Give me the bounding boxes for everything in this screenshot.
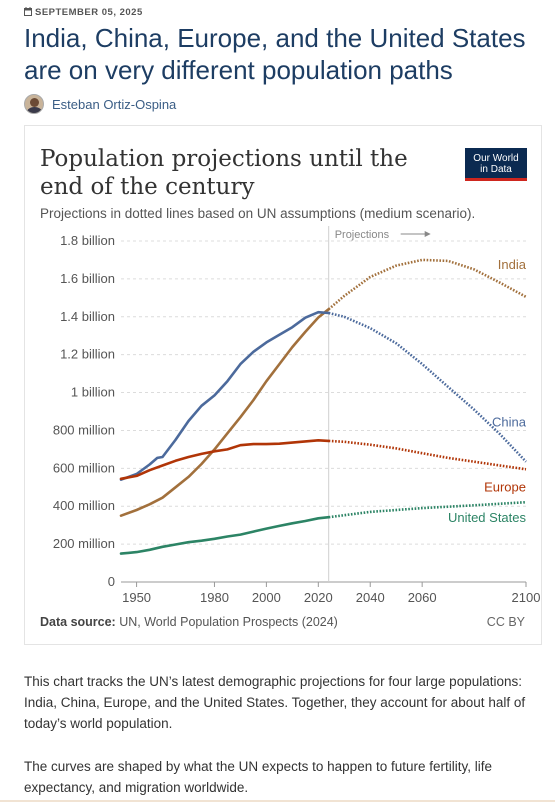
x-tick-label: 1950 — [122, 590, 151, 605]
x-tick-label: 2100 — [512, 590, 541, 605]
series-projection-india[interactable] — [327, 258, 527, 311]
series-label-china: China — [492, 415, 527, 430]
article-date: SEPTEMBER 05, 2025 — [24, 7, 143, 19]
x-tick-label: 2040 — [356, 590, 385, 605]
chart-source: Data source: UN, World Population Prospe… — [40, 615, 338, 629]
logo-line-2: in Data — [480, 164, 512, 175]
y-tick-label: 1.4 billion — [60, 309, 115, 324]
chart-subtitle: Projections in dotted lines based on UN … — [40, 206, 476, 221]
y-tick-label: 1.8 billion — [60, 233, 115, 248]
arrow-right-icon-head — [424, 231, 431, 237]
series-projection-china[interactable] — [328, 311, 527, 463]
series-line-china[interactable] — [119, 310, 331, 481]
byline: Esteban Ortiz-Ospina — [24, 94, 176, 114]
projection-label: Projections — [335, 229, 390, 241]
series-line-europe[interactable] — [119, 439, 331, 481]
chart-license[interactable]: CC BY — [486, 615, 525, 629]
y-tick-label: 0 — [108, 574, 115, 589]
line-chart: 0 200 million 400 million 600 million 800 mi… — [53, 226, 541, 605]
x-tick-label: 2000 — [252, 590, 281, 605]
series-projection-europe[interactable] — [328, 439, 527, 471]
y-tick-label: 800 million — [53, 422, 115, 437]
series-line-india[interactable] — [119, 307, 331, 518]
y-tick-label: 400 million — [53, 498, 115, 513]
series-line-united-states[interactable] — [119, 515, 331, 555]
source-text: UN, World Population Prospects (2024) — [119, 615, 338, 629]
footer-divider — [0, 800, 555, 802]
avatar — [24, 94, 44, 114]
y-tick-label: 1 billion — [71, 385, 115, 400]
x-tick-label: 1980 — [200, 590, 229, 605]
x-tick-label: 2060 — [408, 590, 437, 605]
owid-logo[interactable]: Our World in Data — [465, 148, 527, 181]
series-projection-united-states[interactable] — [328, 500, 527, 519]
paragraph-1: This chart tracks the UN’s latest demogr… — [24, 674, 526, 731]
logo-line-1: Our World — [473, 153, 519, 164]
x-tick-label: 2020 — [304, 590, 333, 605]
y-tick-label: 600 million — [53, 460, 115, 475]
paragraph-2: The curves are shaped by what the UN exp… — [24, 759, 492, 795]
y-tick-label: 200 million — [53, 536, 115, 551]
series-label-united-states: United States — [448, 510, 527, 525]
source-label: Data source: — [40, 615, 116, 629]
y-tick-label: 1.6 billion — [60, 271, 115, 286]
calendar-icon — [24, 7, 32, 19]
series-label-india: India — [498, 257, 527, 272]
chart-card: Population projections until the end of … — [24, 125, 542, 645]
author-link[interactable]: Esteban Ortiz-Ospina — [52, 96, 177, 112]
article-headline: India, China, Europe, and the United Sta… — [24, 23, 526, 85]
chart-title: Population projections until the end of … — [40, 146, 408, 200]
date-text: SEPTEMBER 05, 2025 — [35, 7, 143, 18]
series-label-europe: Europe — [484, 479, 526, 494]
y-tick-label: 1.2 billion — [60, 347, 115, 362]
